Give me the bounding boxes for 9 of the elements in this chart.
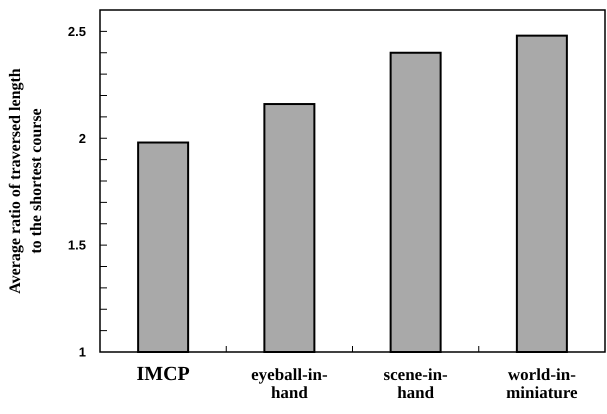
y-tick-label: 1 — [78, 344, 86, 360]
y-tick-label: 2 — [78, 130, 86, 146]
x-tick-label: IMCP — [136, 363, 190, 385]
y-tick-label: 1.5 — [68, 238, 86, 253]
x-tick-label: scene-in-hand — [384, 365, 448, 402]
y-axis-title: Average ratio of traversed length to the shortest course — [7, 68, 45, 294]
x-tick-label: world-in-miniature — [506, 365, 578, 402]
x-tick-label: eyeball-in-hand — [251, 365, 328, 402]
y-tick-label: 2.5 — [68, 24, 86, 39]
